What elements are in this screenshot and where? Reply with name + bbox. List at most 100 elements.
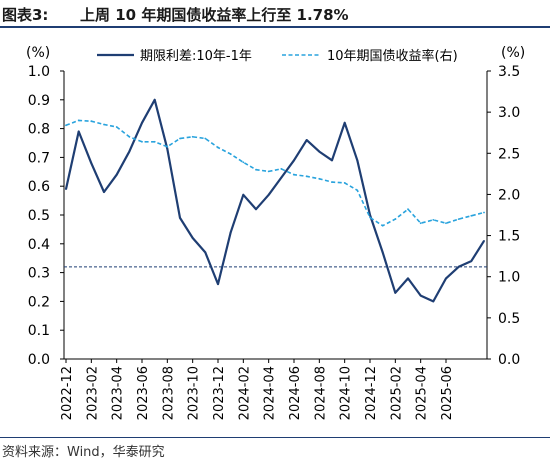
data-point-spread — [305, 139, 308, 142]
right-y-tick-label: 2.5 — [498, 146, 520, 162]
data-point-yield — [103, 123, 105, 126]
data-point-spread — [141, 121, 143, 124]
x-tick-label: 2025-02 — [389, 366, 404, 420]
data-point-spread — [356, 159, 359, 162]
data-point-spread — [432, 300, 435, 303]
source-note: 资料来源：Wind，华泰研究 — [2, 445, 165, 460]
footer-divider — [0, 437, 550, 438]
data-point-yield — [77, 119, 80, 122]
data-point-spread — [217, 283, 219, 285]
data-point-yield — [343, 182, 346, 184]
x-tick-label: 2024-06 — [288, 366, 303, 420]
data-point-yield — [331, 181, 333, 184]
data-point-yield — [90, 120, 93, 123]
x-tick-label: 2023-08 — [161, 366, 176, 420]
data-point-yield — [381, 224, 384, 227]
data-point-spread — [166, 147, 169, 150]
data-point-spread — [293, 159, 295, 162]
right-y-tick-label: 0.0 — [498, 352, 520, 368]
x-tick-label: 2022-12 — [60, 366, 75, 420]
series-line-spread — [64, 98, 485, 303]
data-point-yield — [318, 177, 321, 180]
data-point-spread — [457, 265, 460, 268]
left-y-tick-label: 0.8 — [28, 122, 50, 138]
x-tick-label: 2024-10 — [339, 366, 354, 420]
data-point-spread — [318, 150, 321, 153]
data-point-spread — [483, 240, 485, 242]
x-tick-label: 2024-08 — [313, 366, 328, 420]
data-point-spread — [103, 191, 105, 193]
left-y-tick-label: 0.9 — [28, 93, 50, 109]
data-point-yield — [229, 153, 232, 156]
data-point-yield — [457, 218, 460, 221]
left-y-tick-label: 0.3 — [28, 266, 50, 282]
x-tick-label: 2023-04 — [111, 366, 126, 420]
x-tick-label: 2023-10 — [187, 366, 202, 420]
data-point-yield — [65, 124, 67, 127]
data-point-spread — [204, 251, 207, 254]
data-point-yield — [217, 146, 219, 149]
data-point-yield — [242, 161, 245, 164]
left-y-tick-label: 0.4 — [28, 237, 50, 253]
data-point-yield — [115, 126, 118, 128]
line-chart: 0.0 0.1 0.2 0.3 0.4 0.5 0.6 0.7 0.8 0.9 1.0 0.0 0.5 1… — [26, 45, 525, 420]
data-point-spread — [153, 98, 156, 101]
data-point-yield — [267, 170, 270, 173]
right-y-tick-label: 1.5 — [498, 229, 520, 245]
left-y-tick-label: 0.7 — [28, 150, 50, 166]
data-point-spread — [179, 217, 181, 219]
data-point-spread — [407, 277, 409, 280]
data-point-yield — [470, 214, 473, 217]
title-row: 图表3: 上周 10 年期国债收益率上行至 1.78% — [0, 0, 550, 27]
right-y-unit-label: (%) — [501, 45, 525, 61]
data-point-yield — [166, 145, 169, 148]
data-point-spread — [369, 214, 371, 216]
x-tick-label: 2023-02 — [85, 366, 100, 420]
data-point-yield — [128, 135, 131, 138]
data-point-yield — [305, 175, 308, 178]
legend-label-spread: 期限利差:10年-1年 — [140, 49, 252, 64]
data-point-spread — [419, 294, 422, 297]
data-point-yield — [483, 211, 485, 214]
legend-label-yield: 10年期国债收益率(右) — [327, 48, 458, 64]
chart-title: 上周 10 年期国债收益率上行至 1.78% — [80, 6, 349, 24]
data-point-yield — [356, 189, 359, 192]
left-y-tick-label: 0.6 — [28, 179, 50, 195]
left-y-tick-label: 1.0 — [28, 64, 50, 80]
data-point-yield — [432, 219, 435, 221]
x-tick-label: 2024-02 — [237, 366, 252, 420]
left-y-tick-label: 0.0 — [28, 352, 50, 368]
data-point-yield — [407, 208, 409, 211]
data-point-spread — [115, 173, 118, 176]
x-tick-label: 2025-04 — [415, 366, 430, 420]
data-point-yield — [141, 140, 143, 143]
data-point-spread — [381, 251, 384, 254]
right-y-tick-label: 1.0 — [498, 270, 520, 286]
x-tick-label: 2024-12 — [364, 366, 379, 420]
data-point-spread — [128, 150, 131, 153]
data-point-spread — [255, 208, 257, 211]
left-y-tick-label: 0.1 — [28, 323, 50, 339]
data-point-spread — [267, 193, 270, 196]
data-point-spread — [280, 176, 283, 179]
title-divider — [0, 26, 550, 28]
left-y-tick-label: 0.5 — [28, 208, 50, 224]
right-y-tick-label: 2.0 — [498, 187, 520, 203]
data-point-spread — [242, 193, 245, 196]
data-point-yield — [179, 137, 181, 140]
data-point-spread — [229, 231, 232, 234]
data-point-yield — [419, 222, 422, 225]
x-tick-label: 2023-12 — [212, 366, 227, 420]
figure-number: 图表3: — [2, 6, 49, 24]
left-y-unit-label: (%) — [26, 45, 50, 61]
data-point-yield — [394, 218, 397, 221]
data-point-spread — [470, 260, 473, 262]
data-point-yield — [445, 222, 447, 225]
data-point-yield — [191, 135, 194, 138]
data-point-spread — [394, 291, 397, 294]
data-point-spread — [77, 130, 80, 133]
data-point-spread — [331, 159, 333, 162]
right-y-tick-label: 0.5 — [498, 311, 520, 327]
x-tick-label: 2024-04 — [263, 366, 278, 420]
right-y-tick-label: 3.5 — [498, 64, 520, 80]
